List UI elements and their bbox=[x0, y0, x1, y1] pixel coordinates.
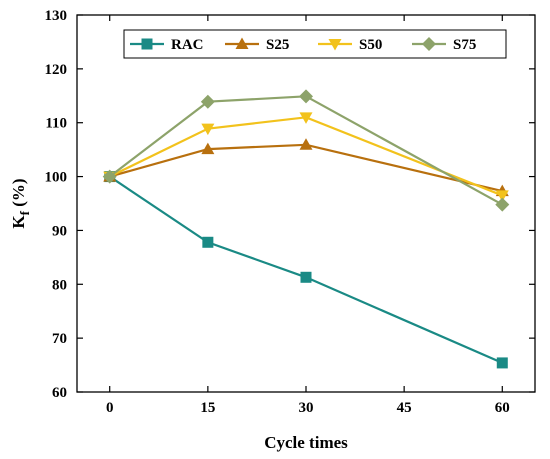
x-tick-label: 0 bbox=[106, 400, 114, 416]
legend-marker-s50 bbox=[328, 39, 342, 51]
legend-marker-s25 bbox=[235, 37, 249, 49]
data-point-rac bbox=[496, 357, 508, 369]
y-tick-label: 80 bbox=[52, 277, 67, 293]
y-axis-label-main: K bbox=[9, 215, 28, 229]
data-point-s75 bbox=[102, 169, 117, 184]
axes: 0 15 30 45 60 60 70 80 90 100 110 120 130 bbox=[45, 8, 536, 416]
series-s50 bbox=[103, 112, 509, 202]
series-s25 bbox=[103, 138, 509, 197]
y-axis-label-sub: f bbox=[17, 210, 32, 215]
series-rac bbox=[104, 171, 508, 369]
legend-label-s75: S75 bbox=[453, 37, 476, 53]
data-point-s50 bbox=[201, 123, 215, 136]
x-tick-label: 15 bbox=[200, 400, 215, 416]
data-point-s75 bbox=[200, 94, 215, 109]
x-tick-label: 45 bbox=[397, 400, 412, 416]
x-tick-label: 30 bbox=[299, 400, 314, 416]
data-point-s75 bbox=[495, 197, 510, 212]
data-point-s75 bbox=[299, 89, 313, 104]
series-line-rac bbox=[109, 175, 503, 364]
y-tick-label: 130 bbox=[45, 8, 68, 24]
data-point-s25 bbox=[201, 142, 215, 155]
y-tick-label: 70 bbox=[52, 331, 67, 347]
y-tick-label: 120 bbox=[45, 62, 68, 78]
x-axis-label: Cycle times bbox=[264, 433, 348, 452]
data-point-rac bbox=[300, 271, 312, 283]
y-tick-label: 90 bbox=[52, 223, 67, 239]
series-line-s25 bbox=[109, 143, 503, 193]
data-point-s50 bbox=[495, 190, 509, 202]
series-line-s75 bbox=[109, 95, 503, 206]
y-axis-label: Kf (%) bbox=[9, 178, 32, 228]
series-line-s50 bbox=[109, 116, 503, 197]
legend-label-s50: S50 bbox=[359, 37, 382, 53]
y-tick-label: 60 bbox=[52, 385, 67, 401]
y-tick-label: 100 bbox=[45, 170, 68, 186]
x-tick-label: 60 bbox=[495, 400, 510, 416]
data-point-s25 bbox=[299, 138, 313, 150]
legend-marker-rac bbox=[141, 38, 153, 50]
y-axis-label-unit: (%) bbox=[9, 178, 28, 211]
y-tick-label: 110 bbox=[45, 116, 67, 132]
legend: RAC S25 S50 S75 bbox=[123, 29, 507, 59]
data-point-rac bbox=[202, 236, 214, 248]
legend-label-rac: RAC bbox=[171, 37, 204, 53]
data-point-s50 bbox=[299, 112, 313, 124]
series-s75 bbox=[102, 89, 510, 212]
legend-label-s25: S25 bbox=[266, 37, 289, 53]
series-layer bbox=[102, 89, 510, 369]
plot-frame bbox=[76, 14, 536, 393]
legend-marker-s75 bbox=[422, 37, 436, 51]
